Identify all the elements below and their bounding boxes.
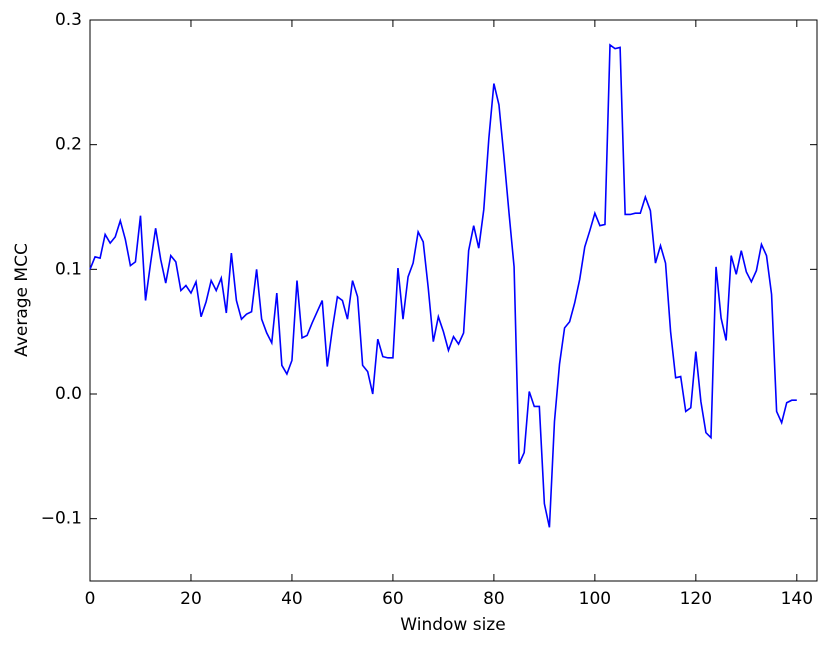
x-tick-label: 140: [781, 589, 813, 609]
data-line: [89, 43, 797, 528]
y-tick-label: 0.3: [55, 10, 82, 30]
y-tick-label: −0.1: [41, 509, 82, 529]
x-tick-label: 40: [281, 589, 303, 609]
y-tick-label: 0.1: [55, 259, 82, 279]
x-tick-label: 120: [680, 589, 712, 609]
x-tick-label: 20: [180, 589, 202, 609]
x-axis-label: Window size: [400, 615, 505, 635]
x-tick-label: 100: [579, 589, 611, 609]
x-tick-label: 80: [483, 589, 505, 609]
y-tick-label: 0.0: [55, 384, 82, 404]
plot-frame: [89, 19, 818, 582]
y-axis-label: Average MCC: [12, 243, 32, 357]
x-tick-label: 60: [382, 589, 404, 609]
x-tick-label: 0: [85, 589, 96, 609]
y-tick-label: 0.2: [55, 135, 82, 155]
